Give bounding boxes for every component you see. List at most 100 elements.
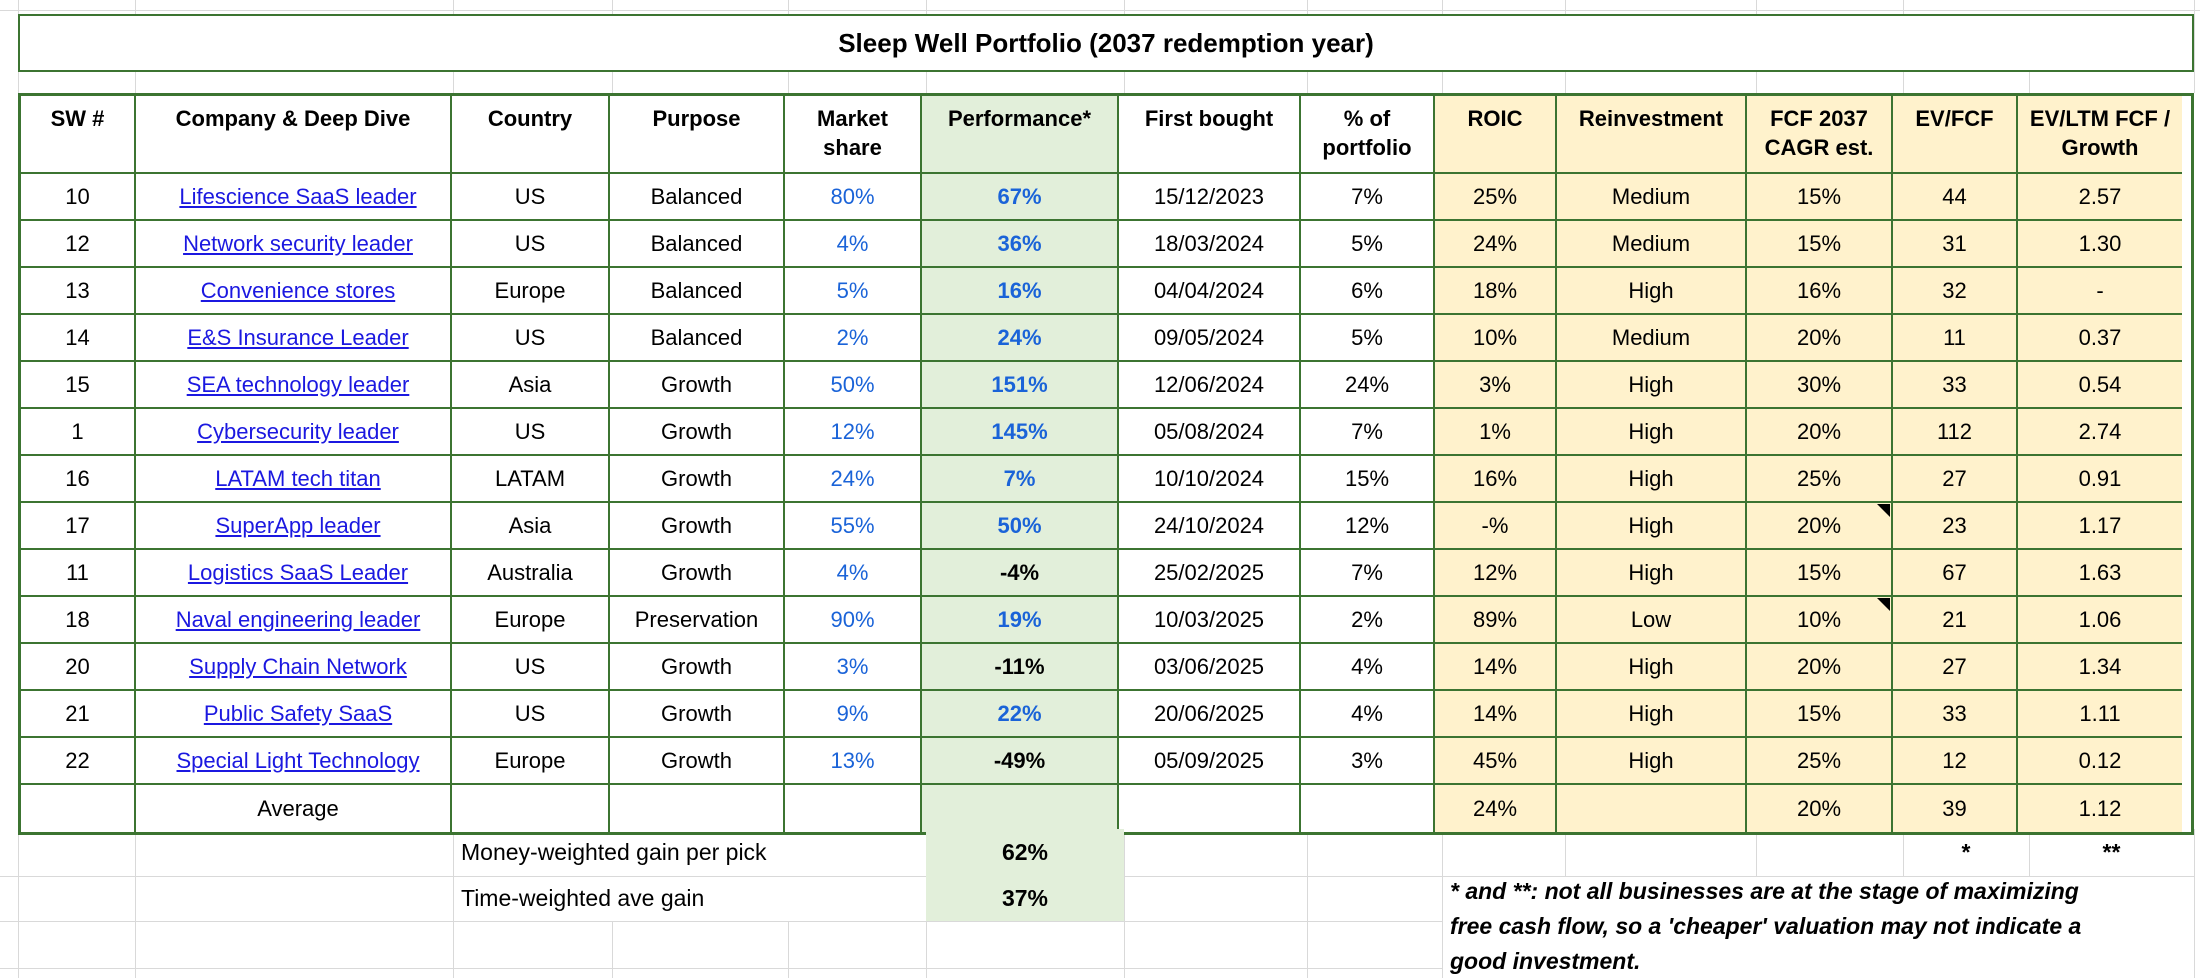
cell-first-bought[interactable]: 05/09/2025 <box>1119 738 1301 785</box>
col-header-company[interactable]: Company & Deep Dive <box>136 96 452 174</box>
col-header-fcf-cagr[interactable]: FCF 2037 CAGR est. <box>1747 96 1893 174</box>
cell-ev-fcf[interactable]: 11 <box>1893 315 2018 362</box>
cell-country[interactable]: US <box>452 174 610 221</box>
cell-market-share[interactable]: 13% <box>785 738 922 785</box>
cell-purpose[interactable]: Growth <box>610 550 785 597</box>
cell-fcf-cagr[interactable]: 25% <box>1747 738 1893 785</box>
cell-country[interactable]: Europe <box>452 597 610 644</box>
cell-roic[interactable]: 12% <box>1435 550 1557 597</box>
cell-roic[interactable]: 14% <box>1435 691 1557 738</box>
cell-first-bought[interactable]: 10/10/2024 <box>1119 456 1301 503</box>
cell-ev-fcf[interactable]: 12 <box>1893 738 2018 785</box>
cell-purpose[interactable]: Growth <box>610 456 785 503</box>
cell-country[interactable]: US <box>452 409 610 456</box>
cell-reinvestment[interactable]: Medium <box>1557 174 1747 221</box>
cell-ev-ltm[interactable]: 1.30 <box>2018 221 2182 268</box>
col-header-country[interactable]: Country <box>452 96 610 174</box>
cell-country[interactable]: US <box>452 221 610 268</box>
portfolio-title-cell[interactable]: Sleep Well Portfolio (2037 redemption ye… <box>18 14 2194 72</box>
cell-ev-ltm[interactable]: 1.17 <box>2018 503 2182 550</box>
cell-roic[interactable]: 1% <box>1435 409 1557 456</box>
cell-roic[interactable]: 24% <box>1435 221 1557 268</box>
cell-roic[interactable]: 18% <box>1435 268 1557 315</box>
cell-sw[interactable]: 11 <box>21 550 136 597</box>
cell-reinvestment[interactable]: High <box>1557 503 1747 550</box>
cell-sw[interactable]: 1 <box>21 409 136 456</box>
cell-first-bought[interactable]: 25/02/2025 <box>1119 550 1301 597</box>
cell-fcf-cagr[interactable]: 30% <box>1747 362 1893 409</box>
cell-reinvestment[interactable]: High <box>1557 456 1747 503</box>
cell-pct-portfolio[interactable]: 4% <box>1301 644 1435 691</box>
cell-market-share[interactable]: 50% <box>785 362 922 409</box>
cell-average-pct-portfolio[interactable] <box>1301 785 1435 832</box>
cell-country[interactable]: LATAM <box>452 456 610 503</box>
cell-country[interactable]: Asia <box>452 362 610 409</box>
cell-ev-fcf[interactable]: 27 <box>1893 644 2018 691</box>
cell-market-share[interactable]: 24% <box>785 456 922 503</box>
cell-fcf-cagr[interactable]: 20% <box>1747 503 1893 550</box>
cell-ev-ltm[interactable]: 1.34 <box>2018 644 2182 691</box>
cell-average-sw[interactable] <box>21 785 136 832</box>
cell-roic[interactable]: 89% <box>1435 597 1557 644</box>
cell-market-share[interactable]: 3% <box>785 644 922 691</box>
col-header-first-bought[interactable]: First bought <box>1119 96 1301 174</box>
cell-performance[interactable]: 145% <box>922 409 1119 456</box>
cell-country[interactable]: US <box>452 691 610 738</box>
col-header-purpose[interactable]: Purpose <box>610 96 785 174</box>
cell-average-reinvestment[interactable] <box>1557 785 1747 832</box>
cell-average-roic[interactable]: 24% <box>1435 785 1557 832</box>
col-header-ev-fcf[interactable]: EV/FCF <box>1893 96 2018 174</box>
cell-purpose[interactable]: Balanced <box>610 174 785 221</box>
cell-fcf-cagr[interactable]: 20% <box>1747 315 1893 362</box>
cell-country[interactable]: Europe <box>452 268 610 315</box>
cell-market-share[interactable]: 2% <box>785 315 922 362</box>
cell-fcf-cagr[interactable]: 15% <box>1747 174 1893 221</box>
cell-purpose[interactable]: Growth <box>610 738 785 785</box>
cell-first-bought[interactable]: 10/03/2025 <box>1119 597 1301 644</box>
cell-average-purpose[interactable] <box>610 785 785 832</box>
company-link[interactable]: Public Safety SaaS <box>203 700 393 726</box>
cell-purpose[interactable]: Growth <box>610 503 785 550</box>
cell-sw[interactable]: 18 <box>21 597 136 644</box>
cell-ev-ltm[interactable]: 2.74 <box>2018 409 2182 456</box>
cell-ev-ltm[interactable]: - <box>2018 268 2182 315</box>
cell-first-bought[interactable]: 24/10/2024 <box>1119 503 1301 550</box>
cell-roic[interactable]: 10% <box>1435 315 1557 362</box>
cell-pct-portfolio[interactable]: 3% <box>1301 738 1435 785</box>
cell-ev-ltm[interactable]: 1.11 <box>2018 691 2182 738</box>
cell-performance[interactable]: 16% <box>922 268 1119 315</box>
cell-performance[interactable]: 50% <box>922 503 1119 550</box>
company-link[interactable]: LATAM tech titan <box>215 465 381 491</box>
cell-first-bought[interactable]: 03/06/2025 <box>1119 644 1301 691</box>
cell-roic[interactable]: 25% <box>1435 174 1557 221</box>
money-weighted-label[interactable]: Money-weighted gain per pick <box>461 839 767 865</box>
cell-ev-ltm[interactable]: 1.63 <box>2018 550 2182 597</box>
cell-performance[interactable]: -11% <box>922 644 1119 691</box>
cell-ev-fcf[interactable]: 33 <box>1893 362 2018 409</box>
cell-market-share[interactable]: 55% <box>785 503 922 550</box>
company-link[interactable]: Lifescience SaaS leader <box>179 183 417 209</box>
cell-reinvestment[interactable]: High <box>1557 644 1747 691</box>
cell-market-share[interactable]: 12% <box>785 409 922 456</box>
cell-fcf-cagr[interactable]: 20% <box>1747 644 1893 691</box>
cell-roic[interactable]: 45% <box>1435 738 1557 785</box>
col-header-sw[interactable]: SW # <box>21 96 136 174</box>
cell-fcf-cagr[interactable]: 20% <box>1747 409 1893 456</box>
company-link[interactable]: Cybersecurity leader <box>197 418 399 444</box>
cell-pct-portfolio[interactable]: 5% <box>1301 315 1435 362</box>
cell-reinvestment[interactable]: High <box>1557 268 1747 315</box>
cell-country[interactable]: US <box>452 644 610 691</box>
cell-sw[interactable]: 12 <box>21 221 136 268</box>
cell-market-share[interactable]: 9% <box>785 691 922 738</box>
cell-performance[interactable]: 24% <box>922 315 1119 362</box>
cell-roic[interactable]: 16% <box>1435 456 1557 503</box>
cell-sw[interactable]: 10 <box>21 174 136 221</box>
cell-performance[interactable]: -49% <box>922 738 1119 785</box>
cell-sw[interactable]: 17 <box>21 503 136 550</box>
cell-ev-ltm[interactable]: 0.37 <box>2018 315 2182 362</box>
cell-country[interactable]: US <box>452 315 610 362</box>
cell-ev-fcf[interactable]: 21 <box>1893 597 2018 644</box>
cell-average-ev-fcf[interactable]: 39 <box>1893 785 2018 832</box>
cell-sw[interactable]: 13 <box>21 268 136 315</box>
col-header-performance[interactable]: Performance* <box>922 96 1119 174</box>
